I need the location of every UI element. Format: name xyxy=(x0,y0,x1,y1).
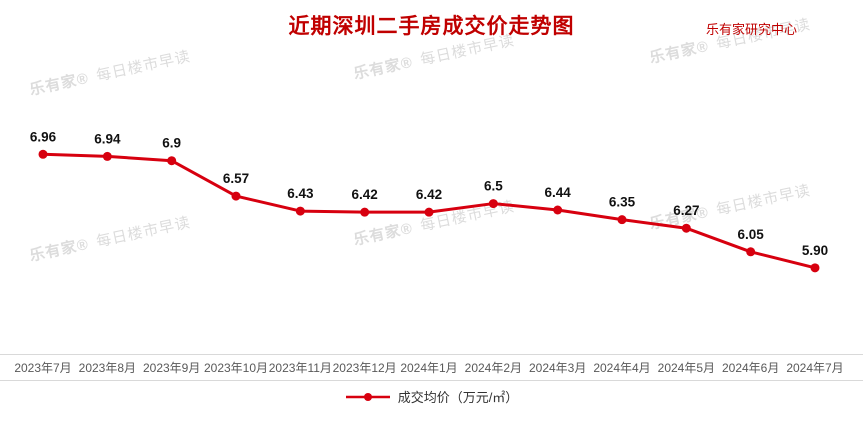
data-point xyxy=(488,199,498,209)
value-label: 6.94 xyxy=(94,131,121,146)
legend-marker-icon xyxy=(345,392,390,401)
x-axis-label: 2023年9月 xyxy=(142,361,201,375)
x-axis-label: 2023年10月 xyxy=(203,361,269,375)
value-label: 6.96 xyxy=(30,129,57,144)
data-point xyxy=(295,206,305,216)
watermark: 乐有家® 每日楼市早读 xyxy=(28,211,193,266)
watermark-brand: 乐有家® xyxy=(648,203,711,233)
data-point xyxy=(38,149,48,159)
value-label: 6.27 xyxy=(673,203,699,218)
watermark-brand: 乐有家® xyxy=(352,53,415,83)
x-axis-label: 2024年1月 xyxy=(400,361,458,375)
data-point xyxy=(360,207,370,217)
value-label: 6.9 xyxy=(162,136,181,151)
x-axis: 2023年7月 2023年8月 2023年9月 2023年10月 2023年11月 202… xyxy=(0,354,863,381)
watermark: 乐有家® 每日楼市早读 xyxy=(28,45,193,100)
watermark-text: 每日楼市早读 xyxy=(418,198,517,235)
watermark-text: 每日楼市早读 xyxy=(714,182,813,219)
x-axis-label: 2024年5月 xyxy=(657,361,716,375)
data-point xyxy=(553,205,563,215)
data-point xyxy=(231,191,241,201)
x-axis-label: 2024年4月 xyxy=(593,361,651,375)
data-point xyxy=(102,151,112,161)
watermark: 乐有家® 每日楼市早读 xyxy=(352,195,517,250)
watermark-text: 每日楼市早读 xyxy=(94,214,193,251)
watermark-brand: 乐有家® xyxy=(352,219,415,249)
chart-title: 近期深圳二手房成交价走势图 xyxy=(288,15,575,38)
data-point xyxy=(617,215,627,225)
legend-dot xyxy=(363,392,372,401)
watermark-brand: 乐有家® xyxy=(28,69,91,99)
x-axis-label: 2023年8月 xyxy=(78,361,137,375)
x-axis-label: 2024年7月 xyxy=(786,361,844,375)
watermark-brand: 乐有家® xyxy=(28,235,91,265)
value-label: 6.44 xyxy=(545,185,572,200)
data-point xyxy=(681,223,691,233)
data-point xyxy=(746,247,756,257)
x-axis-label: 2023年7月 xyxy=(14,361,72,375)
x-axis-label: 2023年11月 xyxy=(268,361,332,375)
value-label: 6.5 xyxy=(484,179,503,194)
x-axis-label: 2024年3月 xyxy=(528,361,587,375)
data-point xyxy=(810,263,820,273)
x-axis-label: 2024年6月 xyxy=(721,361,780,375)
legend: 成交均价（万元/㎡） xyxy=(0,387,863,406)
price-line xyxy=(41,152,817,270)
value-label: 6.42 xyxy=(416,187,442,202)
value-label: 6.43 xyxy=(287,186,314,201)
value-label: 6.57 xyxy=(223,171,249,186)
data-point xyxy=(424,207,434,217)
legend-label: 成交均价（万元/㎡） xyxy=(397,390,519,405)
watermark: 乐有家® 每日楼市早读 xyxy=(648,179,813,234)
value-label: 5.90 xyxy=(802,243,828,258)
value-label: 6.05 xyxy=(738,227,765,242)
watermark-brand: 乐有家® xyxy=(648,37,711,67)
data-point xyxy=(167,156,177,166)
value-label: 6.42 xyxy=(352,187,378,202)
x-axis-label: 2024年2月 xyxy=(464,361,523,375)
watermark-text: 每日楼市早读 xyxy=(94,48,193,85)
value-label: 6.35 xyxy=(609,195,636,210)
x-axis-label: 2023年12月 xyxy=(332,361,397,375)
source-label: 乐有家研究中心 xyxy=(705,22,797,37)
